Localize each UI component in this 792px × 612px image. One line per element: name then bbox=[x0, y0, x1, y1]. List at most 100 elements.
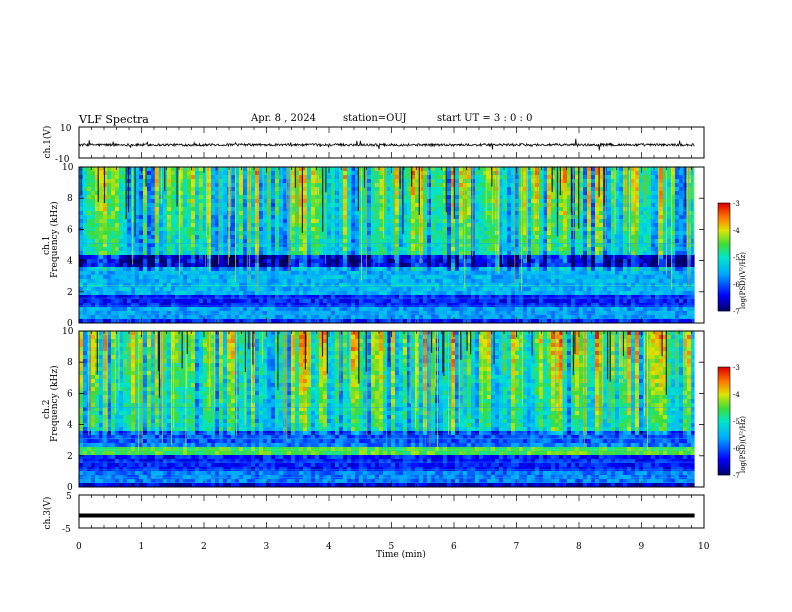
spectrogram-cell bbox=[403, 171, 408, 176]
spectrogram-cell bbox=[447, 207, 452, 212]
spectrogram-cell bbox=[375, 283, 380, 288]
spectrogram-cell bbox=[379, 183, 384, 188]
spectrogram-cell bbox=[107, 291, 112, 296]
spectrogram-cell bbox=[503, 311, 508, 316]
spectrogram-cell bbox=[219, 243, 224, 248]
spectrogram-cell bbox=[103, 219, 108, 224]
spectrogram-cell bbox=[135, 315, 140, 320]
spectrogram-cell bbox=[259, 279, 264, 284]
spectrogram-cell bbox=[251, 179, 256, 184]
spectrogram-cell bbox=[199, 255, 204, 260]
spectrogram-cell bbox=[483, 283, 488, 288]
spectrogram-cell bbox=[415, 199, 420, 204]
spectrogram-cell bbox=[135, 279, 140, 284]
spectrogram-cell bbox=[383, 295, 388, 300]
spectrogram-cell bbox=[287, 319, 292, 324]
spectrogram-cell bbox=[91, 179, 96, 184]
spectrogram-cell bbox=[559, 179, 564, 184]
spectrogram-cell bbox=[531, 307, 536, 312]
spectrogram-cell bbox=[495, 231, 500, 236]
spectrogram-cell bbox=[307, 291, 312, 296]
spectrogram-cell bbox=[123, 283, 128, 288]
spectrogram-cell bbox=[375, 243, 380, 248]
spectrogram-cell bbox=[359, 291, 364, 296]
spectrogram-cell bbox=[455, 279, 460, 284]
spectrogram-cell bbox=[103, 223, 108, 228]
spectrogram-cell bbox=[167, 219, 172, 224]
spectrogram-cell bbox=[339, 263, 344, 268]
spectrogram-cell bbox=[259, 203, 264, 208]
spectrogram-cell bbox=[123, 311, 128, 316]
spectrogram-cell bbox=[239, 315, 244, 320]
spectrogram-cell bbox=[303, 271, 308, 276]
spectrogram-cell bbox=[87, 243, 92, 248]
spectrogram-cell bbox=[435, 247, 440, 252]
spectrogram-cell bbox=[315, 283, 320, 288]
spectrogram-cell bbox=[391, 171, 396, 176]
spectrogram-cell bbox=[443, 235, 448, 240]
spectrogram-cell bbox=[587, 227, 592, 232]
spectrogram-cell bbox=[443, 299, 448, 304]
spectrogram-cell bbox=[319, 255, 324, 260]
spectrogram-cell bbox=[251, 191, 256, 196]
spectrogram-cell bbox=[107, 311, 112, 316]
spectrogram-cell bbox=[419, 283, 424, 288]
spectrogram-cell bbox=[131, 175, 136, 180]
spectrogram-cell bbox=[499, 255, 504, 260]
spectrogram-cell bbox=[387, 191, 392, 196]
spectrogram-cell bbox=[543, 167, 548, 172]
spectrogram-cell bbox=[551, 183, 556, 188]
spectrogram-cell bbox=[95, 175, 100, 180]
spectrogram-cell bbox=[231, 207, 236, 212]
spectrogram-cell bbox=[179, 195, 184, 200]
spectrogram-cell bbox=[479, 171, 484, 176]
spectrogram-cell bbox=[299, 227, 304, 232]
spectrogram-cell bbox=[91, 203, 96, 208]
spectrogram-cell bbox=[443, 207, 448, 212]
spectrogram-cell bbox=[263, 263, 268, 268]
spectrogram-cell bbox=[491, 291, 496, 296]
spectrogram-cell bbox=[327, 307, 332, 312]
spectrogram-cell bbox=[275, 247, 280, 252]
spectrogram-cell bbox=[239, 283, 244, 288]
spectrogram-cell bbox=[495, 287, 500, 292]
spectrogram-cell bbox=[539, 175, 544, 180]
spectrogram-cell bbox=[95, 179, 100, 184]
spectrogram-cell bbox=[507, 255, 512, 260]
spectrogram-cell bbox=[395, 227, 400, 232]
spectrogram-cell bbox=[351, 291, 356, 296]
spectrogram-cell bbox=[535, 247, 540, 252]
spectrogram-cell bbox=[299, 179, 304, 184]
spectrogram-cell bbox=[439, 219, 444, 224]
spectrogram-cell bbox=[495, 191, 500, 196]
spectrogram-cell bbox=[395, 271, 400, 276]
spectrogram-cell bbox=[275, 259, 280, 264]
spectrogram-cell bbox=[147, 211, 152, 216]
spectrogram-cell bbox=[559, 251, 564, 256]
spectrogram-cell bbox=[535, 191, 540, 196]
spectrogram-cell bbox=[227, 203, 232, 208]
spectrogram-cell bbox=[279, 271, 284, 276]
spectrogram-cell bbox=[383, 319, 388, 324]
spectrogram-cell bbox=[179, 211, 184, 216]
spectrogram-cell bbox=[407, 203, 412, 208]
spectrogram-cell bbox=[511, 283, 516, 288]
spectrogram-cell bbox=[131, 223, 136, 228]
spectrogram-cell bbox=[379, 211, 384, 216]
spectrogram-cell bbox=[127, 199, 132, 204]
spectrogram-cell bbox=[127, 223, 132, 228]
spectrogram-cell bbox=[151, 183, 156, 188]
spectrogram-cell bbox=[95, 223, 100, 228]
spectrogram-cell bbox=[347, 167, 352, 172]
spectrogram-cell bbox=[531, 279, 536, 284]
spectrogram-cell bbox=[167, 275, 172, 280]
spectrogram-cell bbox=[503, 223, 508, 228]
spectrogram-cell bbox=[339, 199, 344, 204]
spectrogram-cell bbox=[319, 283, 324, 288]
spectrogram-cell bbox=[235, 179, 240, 184]
spectrogram-cell bbox=[459, 199, 464, 204]
spectrogram-cell bbox=[439, 227, 444, 232]
spectrogram-cell bbox=[263, 299, 268, 304]
spectrogram-cell bbox=[575, 235, 580, 240]
spectrogram-cell bbox=[335, 267, 340, 272]
